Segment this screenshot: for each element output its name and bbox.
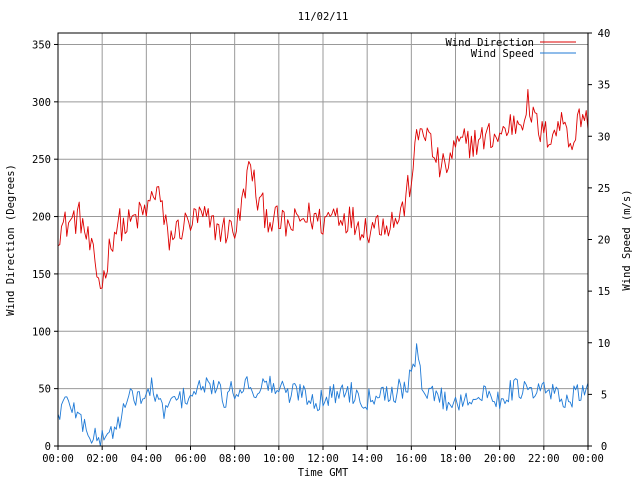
x-tick-label: 18:00 [440,453,472,465]
chart-title: 11/02/11 [298,11,349,23]
x-tick-label: 14:00 [351,453,383,465]
x-tick-label: 20:00 [484,453,516,465]
x-tick-label: 00:00 [42,453,74,465]
y-right-axis-label: Wind Speed (m/s) [621,189,633,290]
x-tick-label: 08:00 [219,453,251,465]
x-axis-ticks: 00:00 02:00 04:00 06:00 08:00 10:00 12:00 14:00… [42,446,604,465]
y-right-tick-label: 25 [598,183,611,195]
x-tick-label: 16:00 [396,453,428,465]
y-right-tick-label: 10 [598,338,611,350]
y-right-axis-ticks: 0 5 10 15 20 25 30 35 40 [588,28,610,453]
y-left-tick-label: 100 [32,326,51,338]
y-right-tick-label: 0 [601,441,607,453]
x-tick-label: 02:00 [86,453,118,465]
y-right-tick-label: 5 [601,389,607,401]
x-tick-label: 00:00 [572,453,604,465]
legend-label-wind-speed: Wind Speed [471,48,534,60]
y-left-tick-label: 150 [32,269,51,281]
y-right-tick-label: 35 [598,80,611,92]
x-tick-label: 10:00 [263,453,295,465]
y-left-tick-label: 250 [32,154,51,166]
x-tick-label: 04:00 [131,453,163,465]
x-axis-label: Time GMT [298,467,349,479]
y-left-tick-label: 300 [32,97,51,109]
y-left-tick-label: 0 [45,441,51,453]
x-tick-label: 06:00 [175,453,207,465]
series-line-wind-speed [57,343,589,447]
x-tick-label: 22:00 [528,453,560,465]
y-left-axis-label: Wind Direction (Degrees) [5,164,17,316]
y-left-axis-ticks: 0 50 100 150 200 250 300 350 [32,39,58,453]
legend-label-wind-direction: Wind Direction [445,37,534,49]
y-right-tick-label: 40 [598,28,611,40]
series-line-wind-direction [57,89,589,290]
y-left-tick-label: 50 [38,384,51,396]
grid-lines [58,33,588,446]
y-left-tick-label: 350 [32,39,51,51]
series-layer [57,89,589,447]
y-right-tick-label: 20 [598,235,611,247]
y-right-tick-label: 15 [598,286,611,298]
x-tick-label: 12:00 [307,453,339,465]
legend: Wind Direction Wind Speed [445,37,576,60]
y-left-tick-label: 200 [32,212,51,224]
y-right-tick-label: 30 [598,131,611,143]
